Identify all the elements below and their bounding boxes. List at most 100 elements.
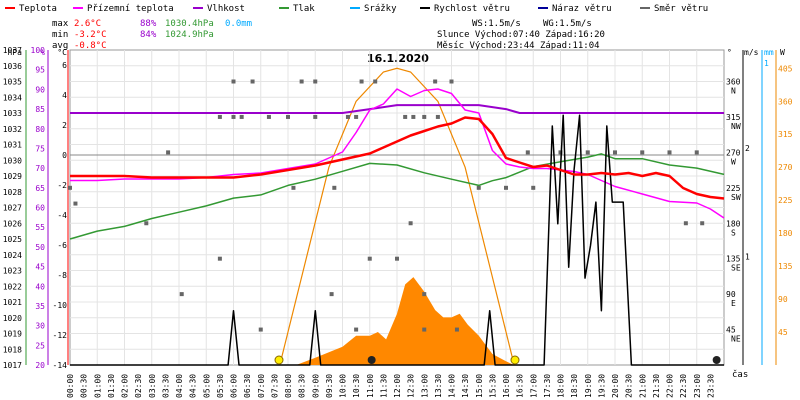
pct-axis-tick: 60	[35, 204, 45, 213]
series-smer-vetru-dot	[354, 327, 359, 332]
series-smer-vetru-dot	[329, 292, 334, 297]
series-smer-vetru-dot	[683, 221, 688, 226]
x-tick-label: 05:00	[202, 374, 211, 398]
series-smer-vetru-dot	[411, 114, 416, 119]
x-tick-label: 22:30	[679, 374, 688, 398]
x-tick-label: 03:30	[161, 374, 170, 398]
series-smer-vetru-dot	[667, 150, 672, 155]
series-tlak-line	[69, 153, 725, 240]
hpa-axis-tick: 1017	[3, 361, 22, 370]
legend-label-2: Vlhkost	[207, 4, 245, 14]
deg-axis-dir: NW	[731, 122, 741, 131]
ms-axis-tick: 2	[745, 144, 750, 153]
hpa-axis-tick: 1018	[3, 345, 22, 354]
info-wg: WG:1.5m/s	[543, 19, 592, 29]
hpa-axis-tick: 1019	[3, 330, 22, 339]
x-tick-label: 07:00	[257, 374, 266, 398]
wm2-axis-tick: 405	[778, 64, 793, 73]
hpa-axis-tick: 1027	[3, 204, 22, 213]
hpa-axis-tick: 1022	[3, 282, 22, 291]
x-tick-label: 12:30	[407, 374, 416, 398]
x-tick-label: 07:30	[270, 374, 279, 398]
series-smer-vetru-dot	[476, 185, 481, 190]
deg-axis-label: °	[727, 48, 732, 57]
series-smer-vetru-dot	[433, 79, 438, 84]
series-teplota-line	[70, 116, 725, 200]
series-smer-vetru-dot	[454, 327, 459, 332]
info-block: WS:1.5m/s WG:1.5m/s Slunce Východ:07:40 …	[437, 19, 605, 51]
mm-axis-tick: 1	[764, 59, 769, 68]
wm2-axis-tick: 180	[778, 229, 793, 238]
wm2-axis-tick: 90	[778, 295, 788, 304]
deg-axis-tick: 225	[726, 184, 741, 193]
series-smer-vetru-dot	[367, 256, 372, 261]
series-smer-vetru-dot	[217, 256, 222, 261]
hpa-axis-tick: 1035	[3, 78, 22, 87]
series-smer-vetru-dot	[250, 79, 255, 84]
series-smer-vetru-dot	[449, 79, 454, 84]
stats-min-temp: -3.2°C	[74, 30, 107, 40]
pct-axis-tick: 25	[35, 341, 45, 350]
hpa-axis-tick: 1031	[3, 141, 22, 150]
hpa-axis-tick: 1025	[3, 235, 22, 244]
x-tick-label: 08:00	[284, 374, 293, 398]
x-tick-label: 17:30	[543, 374, 552, 398]
series-přízemní-teplota-line	[70, 88, 725, 219]
pct-axis-tick: 45	[35, 263, 45, 272]
series-smer-vetru-dot	[504, 185, 508, 190]
series-smer-vetru-dot	[422, 292, 427, 297]
x-tick-label: 10:00	[339, 374, 348, 398]
x-tick-label: 10:30	[352, 374, 361, 398]
wm2-axis-tick: 270	[778, 163, 793, 172]
series-smer-vetru-dot	[313, 79, 318, 84]
deg-axis-dir: W	[731, 157, 736, 166]
legend-label-7: Směr větru	[654, 4, 708, 14]
stats-avg-temp: -0.8°C	[74, 41, 107, 51]
series-smer-vetru-dot	[558, 150, 563, 155]
series-smer-vetru-dot	[291, 185, 296, 190]
x-tick-label: 13:30	[434, 374, 443, 398]
legend-label-6: Náraz větru	[552, 4, 612, 14]
x-tick-label: 21:00	[638, 374, 647, 398]
x-tick-label: 04:00	[175, 374, 184, 398]
series-smer-vetru-dot	[179, 292, 184, 297]
degc-axis-tick: -6	[57, 241, 67, 250]
x-tick-label: 14:30	[461, 374, 470, 398]
sunrise-icon	[274, 355, 284, 365]
stats-max-press: 1030.4hPa	[165, 19, 214, 29]
x-axis-label: čas	[732, 369, 748, 380]
x-tick-label: 23:30	[706, 374, 715, 398]
pct-axis-tick: 50	[35, 243, 45, 252]
x-tick-label: 13:00	[420, 374, 429, 398]
x-tick-label: 16:30	[516, 374, 525, 398]
deg-axis-dir: E	[731, 299, 736, 308]
series-layer	[68, 67, 725, 366]
legend-label-3: Tlak	[293, 4, 315, 14]
x-tick-label: 15:00	[475, 374, 484, 398]
x-tick-label: 01:00	[93, 374, 102, 398]
x-tick-label: 02:00	[121, 374, 130, 398]
x-tick-label: 01:30	[107, 374, 116, 398]
series-smer-vetru-dot	[231, 114, 236, 119]
series-smer-vetru-dot	[231, 79, 236, 84]
degc-axis-tick: -4	[57, 211, 67, 220]
x-tick-label: 11:30	[379, 374, 388, 398]
series-smer-vetru-dot	[266, 114, 271, 119]
ms-axis-label: m/s	[744, 48, 759, 57]
series-smer-vetru-dot	[694, 150, 699, 155]
series-smer-vetru-dot	[68, 185, 72, 190]
series-smer-vetru-dot	[345, 114, 350, 119]
pct-axis-tick: 70	[35, 164, 45, 173]
x-tick-label: 21:30	[652, 374, 661, 398]
wm2-axis-tick: 315	[778, 130, 793, 139]
series-smer-vetru-dot	[354, 114, 359, 119]
wm2-axis-tick: 225	[778, 196, 793, 205]
legend-label-5: Rychlost větru	[434, 4, 510, 14]
pct-axis-tick: 100	[31, 46, 46, 55]
x-tick-label: 19:00	[584, 374, 593, 398]
series-smer-vetru-dot	[525, 150, 530, 155]
series-smer-vetru-dot	[359, 79, 364, 84]
stats-block: max 2.6°C 88% 1030.4hPa 0.0mm min -3.2°C…	[52, 19, 252, 51]
